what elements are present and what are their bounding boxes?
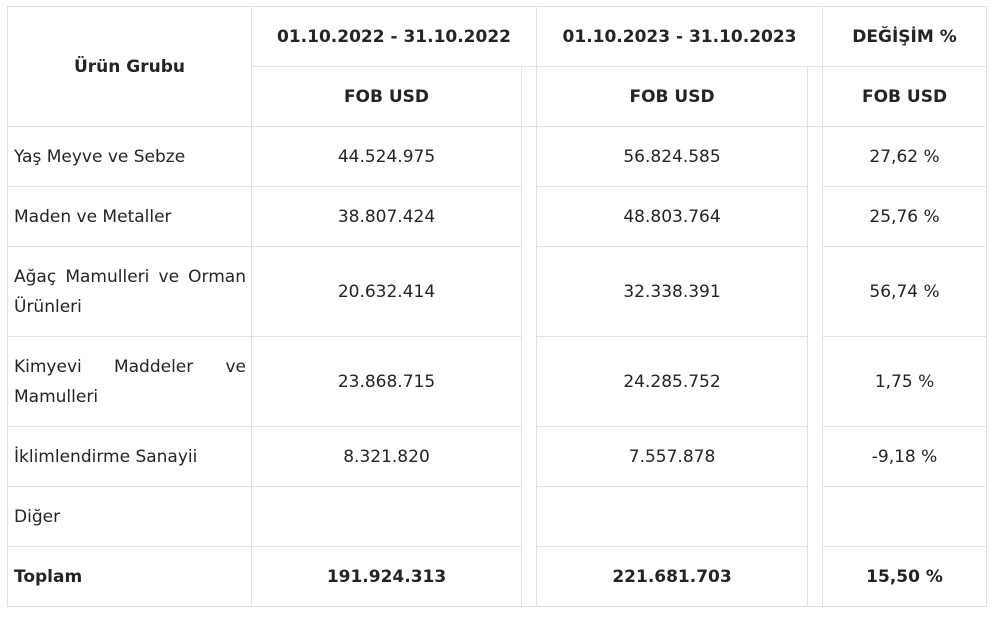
value-2023: 48.803.764 [536, 186, 809, 247]
value-2023: 24.285.752 [536, 336, 809, 427]
header-product-group: Ürün Grubu [7, 6, 252, 127]
value-2023: 32.338.391 [536, 246, 809, 337]
value-2022: 23.868.715 [251, 336, 522, 427]
change-percent: 27,62 % [822, 126, 988, 187]
header-row-units: FOB USD FOB USD FOB USD [8, 66, 988, 127]
value-2023 [536, 486, 809, 547]
spacer-cell [807, 66, 824, 127]
total-2023: 221.681.703 [536, 546, 809, 607]
header-unit-change: FOB USD [822, 66, 988, 127]
product-name: Diğer [7, 486, 252, 547]
header-unit-2022: FOB USD [251, 66, 522, 127]
table-row: Diğer [7, 486, 988, 547]
change-percent [822, 486, 988, 547]
header-unit-2023: FOB USD [536, 66, 809, 127]
product-name: Yaş Meyve ve Sebze [7, 126, 252, 187]
product-name: Ağaç Mamulleri ve Orman Ürünleri [7, 246, 252, 337]
total-label: Toplam [7, 546, 252, 607]
value-2022: 8.321.820 [251, 426, 522, 487]
product-name: Maden ve Metaller [7, 186, 252, 247]
table-row: Yaş Meyve ve Sebze 44.524.975 56.824.585… [7, 126, 988, 607]
table-row: Ağaç Mamulleri ve Orman Ürünleri 20.632.… [7, 246, 988, 337]
change-percent: 25,76 % [822, 186, 988, 247]
change-percent: 1,75 % [822, 336, 988, 427]
total-change: 15,50 % [822, 546, 988, 607]
product-name: İklimlendirme Sanayii [7, 426, 252, 487]
value-2023: 56.824.585 [536, 126, 809, 187]
spacer-column [520, 126, 538, 607]
export-table: Ürün Grubu 01.10.2022 - 31.10.2022 01.10… [7, 6, 988, 607]
change-percent: -9,18 % [822, 426, 988, 487]
table-row: İklimlendirme Sanayii 8.321.820 7.557.87… [7, 426, 988, 487]
table-row: Kimyevi Maddeler ve Mamulleri 23.868.715… [7, 336, 988, 427]
value-2022: 38.807.424 [251, 186, 522, 247]
value-2022: 20.632.414 [251, 246, 522, 337]
spacer-column [807, 126, 824, 607]
spacer-cell [520, 66, 538, 127]
header-period-2023: 01.10.2023 - 31.10.2023 [536, 6, 824, 67]
product-name: Kimyevi Maddeler ve Mamulleri [7, 336, 252, 427]
header-period-2022: 01.10.2022 - 31.10.2022 [250, 6, 538, 67]
change-percent: 56,74 % [822, 246, 988, 337]
table-row: Maden ve Metaller 38.807.424 48.803.764 … [7, 186, 988, 247]
header-change: DEĞİŞİM % [822, 6, 988, 67]
total-row: Toplam 191.924.313 221.681.703 15,50 % [7, 546, 988, 607]
value-2022: 44.524.975 [251, 126, 522, 187]
value-2023: 7.557.878 [536, 426, 809, 487]
header-row-periods: Ürün Grubu 01.10.2022 - 31.10.2022 01.10… [7, 6, 988, 127]
value-2022 [251, 486, 522, 547]
total-2022: 191.924.313 [251, 546, 522, 607]
